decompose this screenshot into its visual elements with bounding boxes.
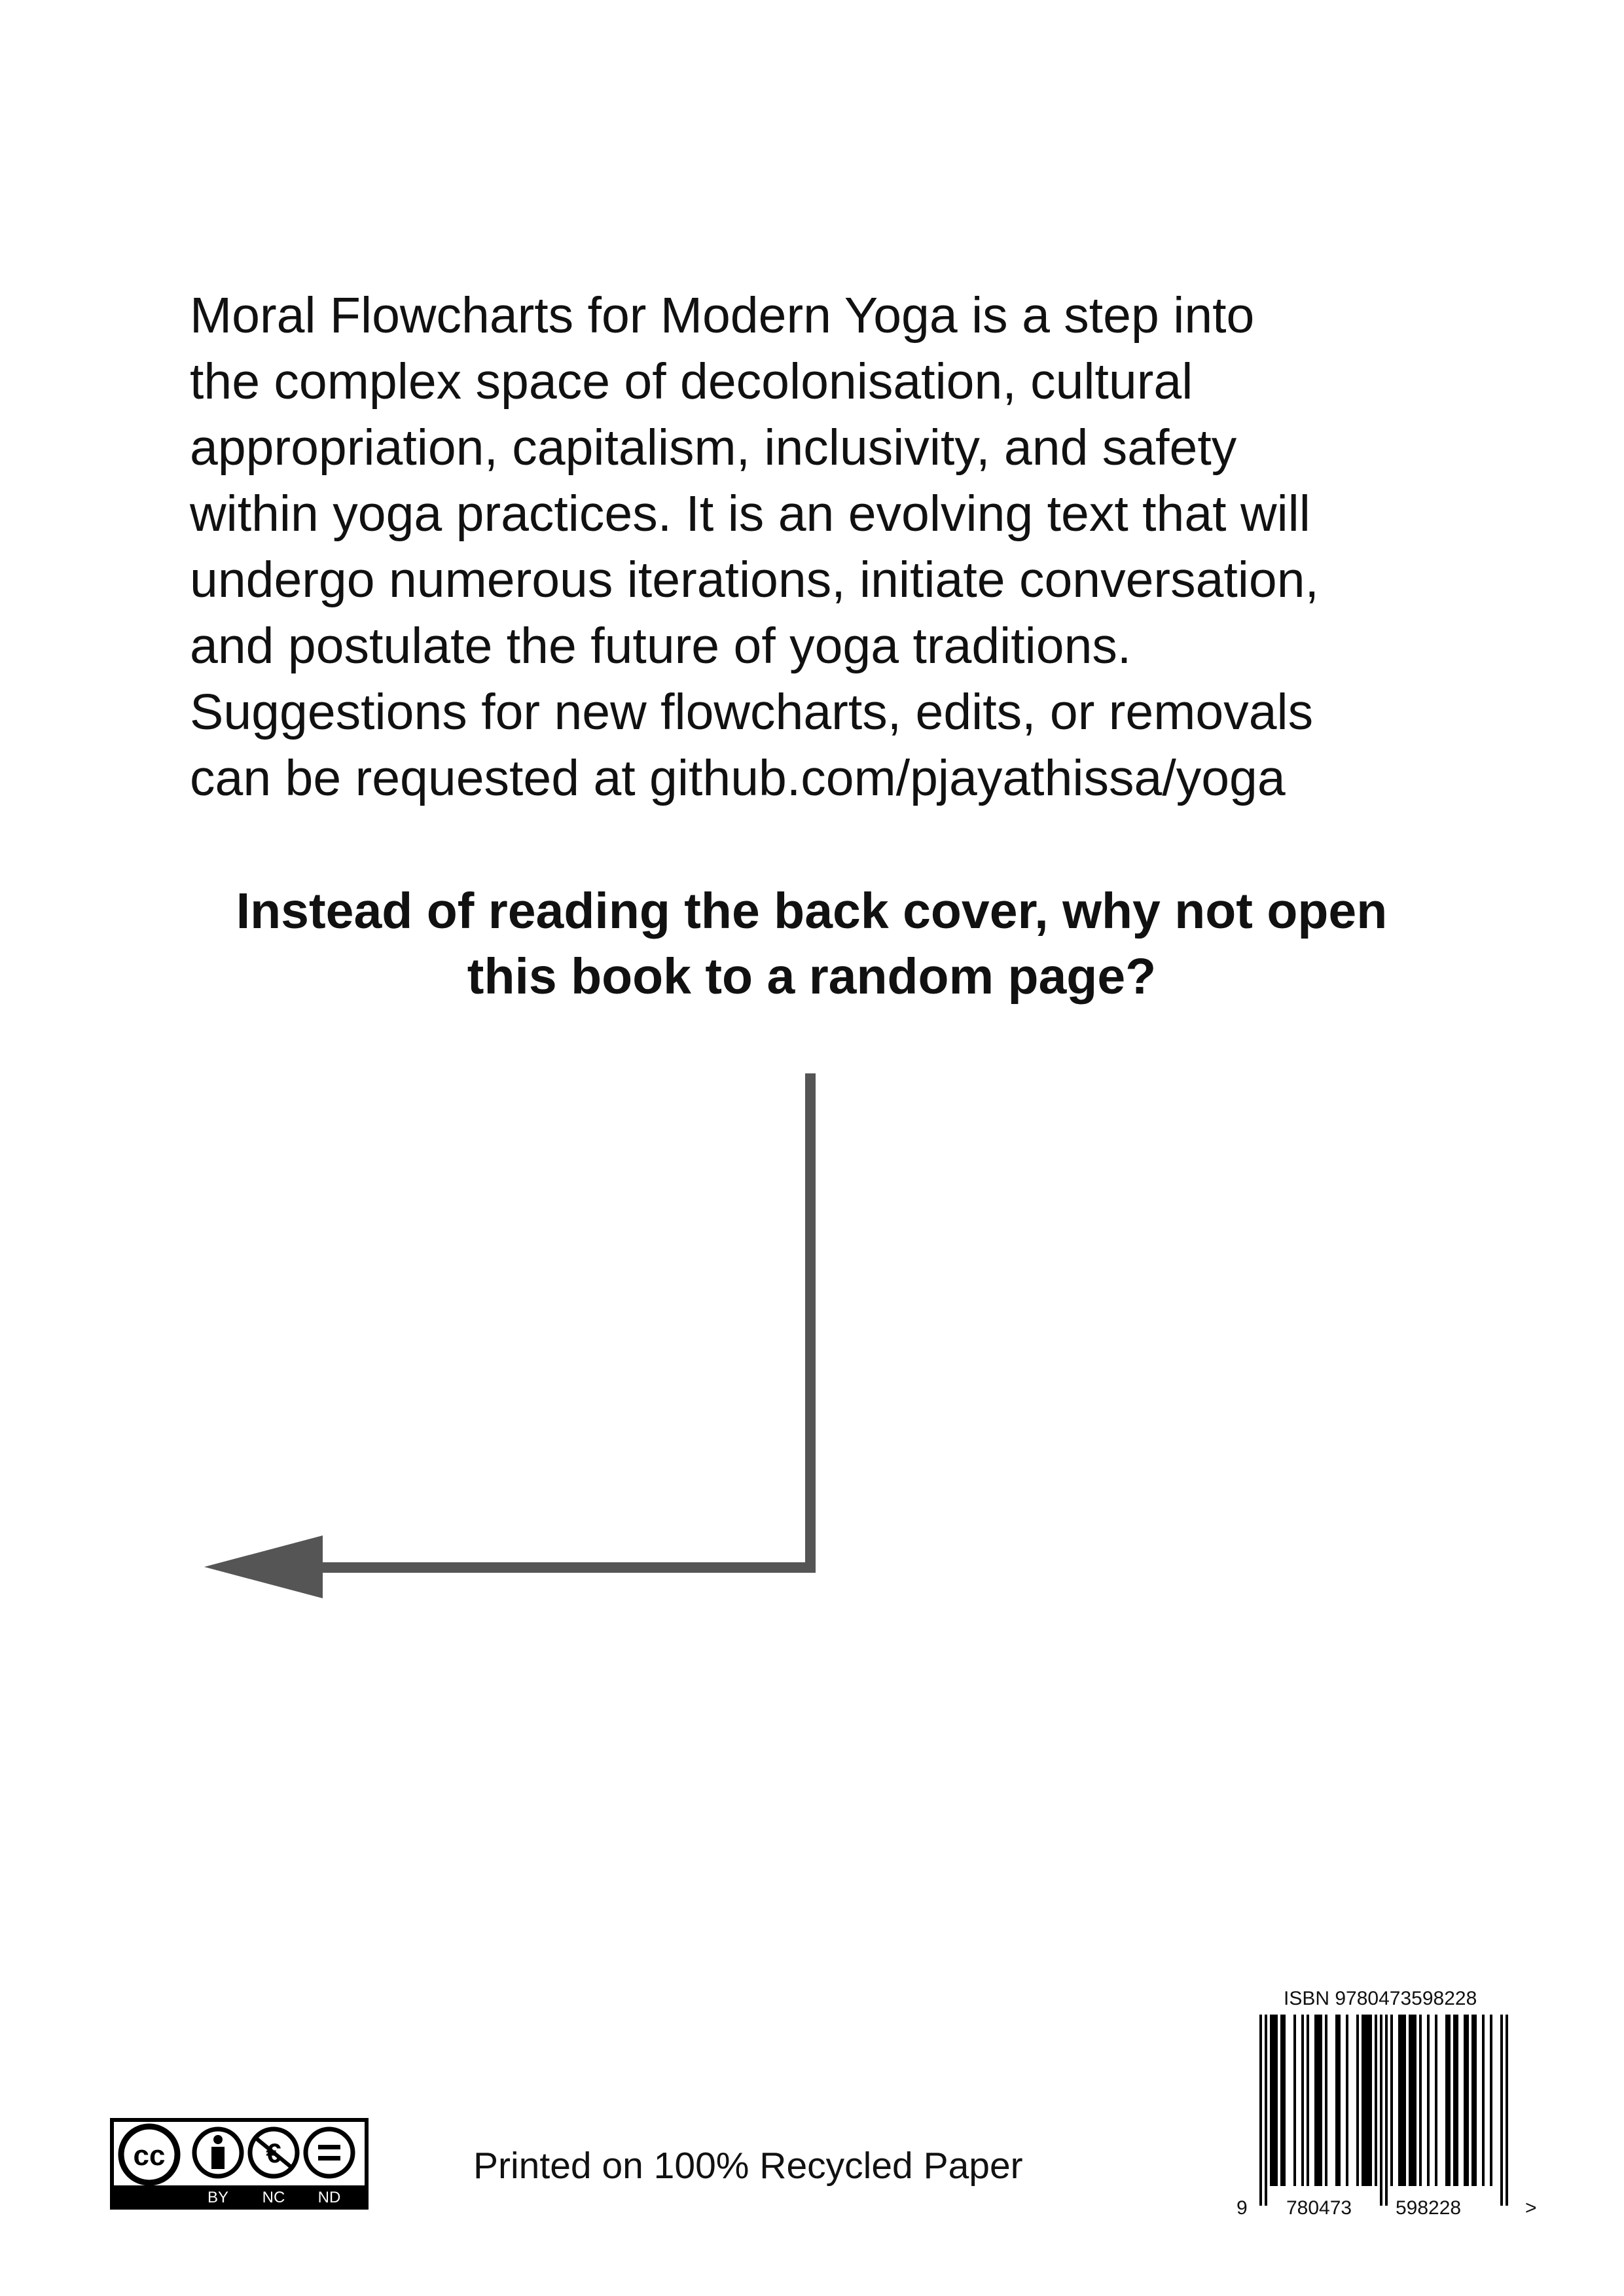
- barcode-bar: [1320, 2015, 1322, 2186]
- blurb-line: Suggestions for new flowcharts, edits, o…: [190, 684, 1314, 740]
- prompt-line: Instead of reading the back cover, why n…: [236, 883, 1388, 939]
- barcode-bar: [1482, 2015, 1485, 2186]
- cc-text: cc: [134, 2140, 166, 2172]
- nc-label: NC: [262, 2189, 285, 2206]
- barcode-bar: [1369, 2015, 1372, 2186]
- barcode-bar: [1367, 2015, 1369, 2186]
- prompt-line: this book to a random page?: [467, 948, 1157, 1005]
- barcode-bar: [1335, 2015, 1338, 2186]
- cc-license-badge: cc € BY NC ND: [110, 2118, 369, 2210]
- isbn-label: ISBN 9780473598228: [1284, 1988, 1477, 2009]
- barcode-end-mark: >: [1525, 2197, 1537, 2219]
- barcode-bar: [1293, 2015, 1296, 2186]
- barcode-bar: [1409, 2015, 1411, 2186]
- barcode-bar: [1364, 2015, 1367, 2186]
- barcode-guard-bar: [1380, 2015, 1382, 2206]
- barcode-bar: [1466, 2015, 1469, 2186]
- isbn-barcode: [1259, 2015, 1508, 2206]
- barcode-bar: [1280, 2015, 1283, 2186]
- barcode-guard-bar: [1259, 2015, 1262, 2206]
- blurb-line: and postulate the future of yoga traditi…: [190, 618, 1132, 674]
- barcode-bar: [1453, 2015, 1456, 2186]
- barcode-bar: [1338, 2015, 1341, 2186]
- barcode-bar: [1270, 2015, 1272, 2186]
- blurb-line: undergo numerous iterations, initiate co…: [190, 552, 1319, 608]
- barcode-bar: [1445, 2015, 1448, 2186]
- blurb-line: the complex space of decolonisation, cul…: [190, 353, 1193, 410]
- barcode-bar: [1398, 2015, 1401, 2186]
- barcode-guard-bar: [1500, 2015, 1503, 2206]
- barcode-bar: [1272, 2015, 1275, 2186]
- barcode-group-left: 780473: [1286, 2197, 1352, 2219]
- barcode-bar: [1471, 2015, 1474, 2186]
- barcode-lead-digit: 9: [1236, 2197, 1248, 2219]
- barcode-bar: [1490, 2015, 1492, 2186]
- cc-icon: cc: [118, 2123, 181, 2186]
- noderivatives-equals-icon: [303, 2126, 355, 2179]
- barcode-bar: [1325, 2015, 1327, 2186]
- barcode-bar: [1362, 2015, 1364, 2186]
- barcode-bar: [1411, 2015, 1414, 2186]
- barcode-group-right: 598228: [1396, 2197, 1462, 2219]
- blurb-line: appropriation, capitalism, inclusivity, …: [190, 420, 1237, 476]
- barcode-bar: [1403, 2015, 1406, 2186]
- attribution-icon: [192, 2126, 244, 2179]
- barcode-bar: [1301, 2015, 1304, 2186]
- barcode-bar: [1314, 2015, 1317, 2186]
- barcode-bar: [1456, 2015, 1458, 2186]
- arrow-line: [317, 1073, 816, 1573]
- barcode-bar: [1390, 2015, 1393, 2186]
- barcode-bar: [1356, 2015, 1359, 2186]
- by-label: BY: [208, 2189, 228, 2206]
- barcode-bar: [1474, 2015, 1477, 2186]
- barcode-bar: [1401, 2015, 1403, 2186]
- barcode-bar: [1464, 2015, 1466, 2186]
- barcode-bar: [1275, 2015, 1278, 2186]
- barcode-bar: [1346, 2015, 1348, 2186]
- barcode-guard-bar: [1385, 2015, 1388, 2206]
- arrow-head-icon: [204, 1535, 323, 1598]
- recycled-paper-note: Printed on 100% Recycled Paper: [473, 2145, 1023, 2187]
- barcode-bar: [1419, 2015, 1422, 2186]
- nd-label: ND: [318, 2189, 341, 2206]
- barcode-guard-bar: [1506, 2015, 1508, 2206]
- barcode-bar: [1448, 2015, 1451, 2186]
- noncommercial-euro-icon: €: [247, 2126, 300, 2179]
- blurb-paragraph: Moral Flowcharts for Modern Yoga is a st…: [190, 283, 1473, 812]
- barcode-bar: [1414, 2015, 1416, 2186]
- barcode-bar: [1435, 2015, 1437, 2186]
- barcode-bar: [1283, 2015, 1286, 2186]
- barcode-bar: [1307, 2015, 1309, 2186]
- random-page-prompt: Instead of reading the back cover, why n…: [157, 878, 1466, 1009]
- barcode-bar: [1427, 2015, 1430, 2186]
- blurb-line: Moral Flowcharts for Modern Yoga is a st…: [190, 287, 1255, 344]
- barcode-bar: [1375, 2015, 1377, 2186]
- barcode-guard-bar: [1265, 2015, 1267, 2206]
- barcode-bar: [1317, 2015, 1320, 2186]
- blurb-line: can be requested at github.com/pjayathis…: [190, 750, 1286, 806]
- blurb-line: within yoga practices. It is an evolving…: [190, 486, 1310, 542]
